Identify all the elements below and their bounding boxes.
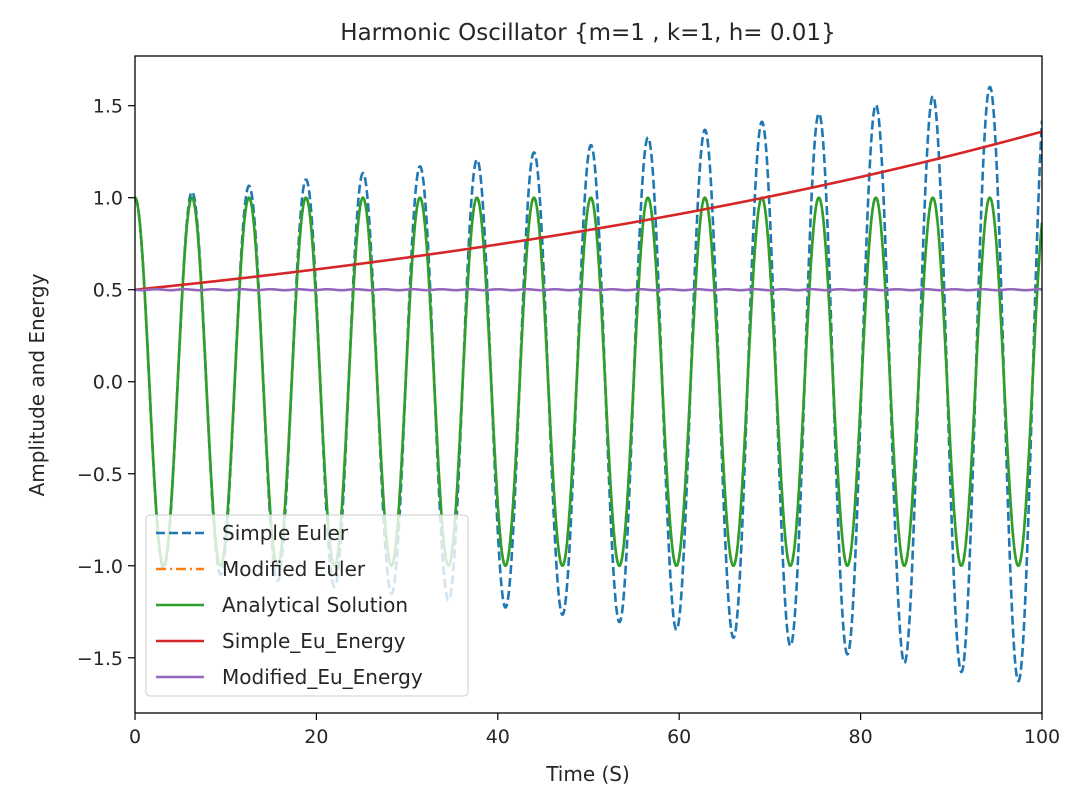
legend-label: Modified Euler xyxy=(222,557,366,581)
x-tick-label: 60 xyxy=(667,726,691,748)
series-line-analytical-solution xyxy=(135,196,1042,568)
x-tick-label: 20 xyxy=(304,726,328,748)
series-line-simple-eu-energy xyxy=(135,130,1042,292)
x-tick-label: 40 xyxy=(486,726,510,748)
x-axis-label: Time (S) xyxy=(545,762,630,786)
x-tick-label: 0 xyxy=(129,726,141,748)
legend: Simple Euler Modified Euler Analytical Sol… xyxy=(145,514,469,697)
x-axis: 0 20 40 60 80 100 xyxy=(129,713,1060,748)
chart-title: Harmonic Oscillator {m=1 , k=1, h= 0.01} xyxy=(340,20,835,46)
series-line-modified-eu-energy xyxy=(135,287,1042,292)
legend-label: Modified_Eu_Energy xyxy=(222,665,423,689)
y-tick-label: 1.5 xyxy=(93,96,123,118)
legend-label: Simple_Eu_Energy xyxy=(222,629,406,653)
x-tick-label: 100 xyxy=(1024,726,1060,748)
y-tick-label: 0.5 xyxy=(93,280,123,302)
y-tick-label: −0.5 xyxy=(77,464,123,486)
y-tick-label: −1.5 xyxy=(77,648,123,670)
plot-area xyxy=(135,85,1042,683)
legend-box xyxy=(145,514,469,697)
y-axis: −1.5 −1.0 −0.5 0.0 0.5 1.0 1.5 xyxy=(77,96,135,670)
legend-label: Analytical Solution xyxy=(222,593,408,617)
plot-frame xyxy=(134,55,1043,714)
legend-label: Simple Euler xyxy=(222,521,349,545)
y-tick-label: 0.0 xyxy=(93,372,123,394)
y-axis-label: Amplitude and Energy xyxy=(25,273,49,496)
y-tick-label: 1.0 xyxy=(93,188,123,210)
y-tick-label: −1.0 xyxy=(77,556,123,578)
x-tick-label: 80 xyxy=(849,726,873,748)
